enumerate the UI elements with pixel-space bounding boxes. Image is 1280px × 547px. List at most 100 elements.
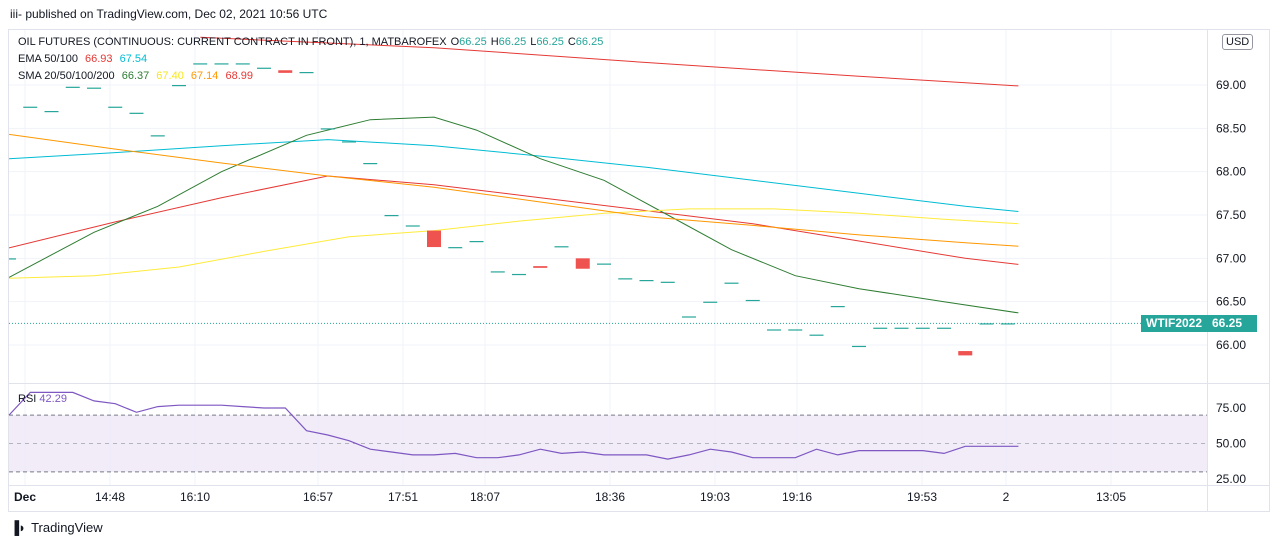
candle xyxy=(745,299,760,302)
candle xyxy=(214,63,229,65)
candle xyxy=(703,301,718,303)
legend-low-label: L xyxy=(530,36,537,48)
legend-sma20-value: 66.37 xyxy=(121,70,150,82)
candle xyxy=(87,87,101,89)
candle xyxy=(193,63,208,65)
rsi-axis-tick-label: 75.00 xyxy=(1216,401,1246,415)
candle xyxy=(512,273,526,276)
time-axis-tick-label: 18:07 xyxy=(470,490,500,504)
price-axis-tick-label: 68.00 xyxy=(1216,165,1246,179)
legend-ema-label: EMA 50/100 xyxy=(18,53,78,65)
legend-sma-row[interactable]: SMA 20/50/100/200 66.37 67.40 67.14 68.9… xyxy=(18,69,257,83)
price-axis-tick-label: 66.00 xyxy=(1216,338,1246,352)
candle xyxy=(575,258,590,269)
last-price-tag: 66.25 xyxy=(1207,315,1257,332)
candle xyxy=(979,323,994,325)
rsi-axis-tick-label: 50.00 xyxy=(1216,437,1246,451)
time-axis-tick-label: 16:10 xyxy=(180,490,210,504)
legend-ema-row[interactable]: EMA 50/100 66.93 67.54 xyxy=(18,52,151,66)
time-axis-tick-label: 16:57 xyxy=(303,490,333,504)
candle xyxy=(682,316,696,318)
legend-high-label: H xyxy=(490,36,499,48)
legend-high-value: 66.25 xyxy=(498,36,527,48)
series-line-ema-100 xyxy=(9,139,1019,212)
candle xyxy=(448,247,463,249)
candle xyxy=(937,327,951,329)
candle xyxy=(915,327,930,329)
legend-ema50-value: 66.93 xyxy=(85,53,113,65)
candle xyxy=(554,246,569,248)
footer-brand-label: TradingView xyxy=(31,520,103,535)
candle xyxy=(618,278,633,280)
price-axis-tick-label: 69.00 xyxy=(1216,78,1246,92)
candle xyxy=(660,281,675,283)
time-axis-tick-label: 17:51 xyxy=(388,490,418,504)
time-axis-tick-label: 13:05 xyxy=(1096,490,1126,504)
legend-ema100-value: 67.54 xyxy=(119,53,148,65)
legend-sma50-value: 67.40 xyxy=(156,70,184,82)
candle xyxy=(767,329,781,331)
time-axis-tick-label: 14:48 xyxy=(95,490,125,504)
legend-open-value: 66.25 xyxy=(459,36,487,48)
publish-header: iii- published on TradingView.com, Dec 0… xyxy=(10,7,328,21)
candle xyxy=(129,112,144,114)
series-line-ema-50 xyxy=(9,175,1019,265)
rsi-legend[interactable]: RSI 42.29 xyxy=(18,393,67,405)
candle xyxy=(384,215,399,217)
candle xyxy=(65,86,80,88)
candle xyxy=(23,106,38,108)
time-axis-tick-label: 2 xyxy=(1003,490,1010,504)
rsi-label: RSI xyxy=(18,393,37,405)
time-axis-tick-label: 19:53 xyxy=(907,490,937,504)
candle xyxy=(958,351,973,356)
series-line-sma-20 xyxy=(9,116,1019,314)
candle xyxy=(809,334,824,336)
price-axis-tick-label: 66.50 xyxy=(1216,295,1246,309)
rsi-band-fill xyxy=(9,415,1207,472)
legend-low-value: 66.25 xyxy=(536,36,564,48)
candle xyxy=(320,128,335,130)
price-axis-tick-label: 67.00 xyxy=(1216,251,1246,265)
footer-brand[interactable]: ▐◗ TradingView xyxy=(10,520,103,535)
legend-symbol-row: OIL FUTURES (CONTINUOUS: CURRENT CONTRAC… xyxy=(18,35,607,49)
candle xyxy=(150,135,165,137)
legend-close-value: 66.25 xyxy=(575,36,604,48)
candle xyxy=(469,241,484,243)
series-line-sma-50 xyxy=(9,208,1019,279)
legend-sma100-value: 67.14 xyxy=(190,70,219,82)
candle xyxy=(299,72,314,74)
candle xyxy=(894,327,909,329)
legend-sma-label: SMA 20/50/100/200 xyxy=(18,70,115,82)
candle xyxy=(235,63,250,65)
chart-frame xyxy=(8,29,1270,512)
rsi-axis-tick-label: 25.00 xyxy=(1216,472,1246,486)
candle xyxy=(44,111,59,113)
legend-sma200-value: 68.99 xyxy=(225,70,254,82)
symbol-price-tag: WTIF2022 xyxy=(1141,315,1208,332)
candle xyxy=(830,306,845,308)
candle xyxy=(873,327,888,329)
candle xyxy=(108,106,123,108)
time-axis-tick-label: 19:03 xyxy=(700,490,730,504)
legend-open-label: O xyxy=(450,36,460,48)
candle xyxy=(257,67,271,69)
candle xyxy=(405,225,420,227)
candle xyxy=(597,263,611,265)
time-axis-tick-label: 18:36 xyxy=(595,490,625,504)
tradingview-logo-icon: ▐◗ xyxy=(10,520,26,535)
candle xyxy=(278,70,293,73)
candle xyxy=(172,85,186,87)
rsi-value: 42.29 xyxy=(39,393,67,405)
legend-close-label: C xyxy=(567,36,576,48)
candle xyxy=(490,271,505,273)
currency-badge[interactable]: USD xyxy=(1222,34,1254,50)
rsi-line xyxy=(8,391,1019,460)
price-axis-tick-label: 67.50 xyxy=(1216,208,1246,222)
candle xyxy=(342,141,356,143)
candle xyxy=(724,282,739,284)
series-line-sma-200 xyxy=(200,36,1019,87)
candle xyxy=(427,230,441,248)
candle xyxy=(1000,323,1015,325)
candle xyxy=(788,329,803,331)
